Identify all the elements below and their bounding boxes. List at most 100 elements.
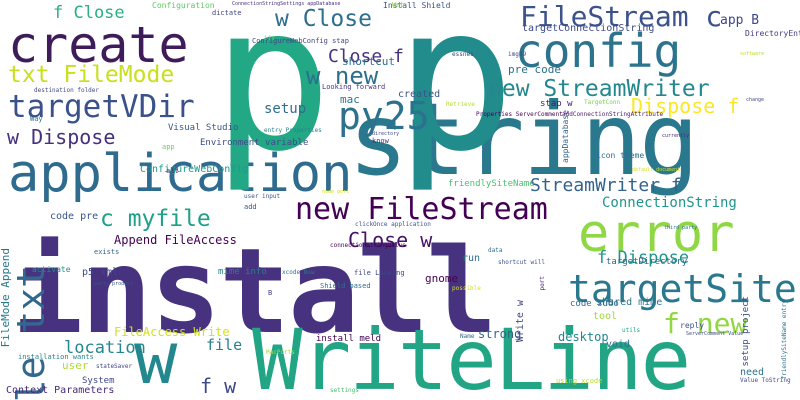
word: c myfile (100, 206, 211, 232)
word: TargetConn (584, 99, 621, 106)
word: exists (94, 248, 120, 256)
word: mime info (218, 267, 267, 277)
word: code sudo (570, 299, 619, 309)
word: targetVDir (8, 89, 195, 125)
word: alt (166, 167, 179, 175)
word: Configuration (152, 1, 215, 10)
word: icon theme (596, 151, 645, 160)
word: installation wants (18, 353, 94, 361)
word: party product (94, 281, 134, 287)
word: error (578, 204, 735, 264)
word: install meld (316, 334, 382, 344)
word: shortcut (342, 55, 395, 68)
word: dictate (212, 9, 242, 17)
word: settings (330, 387, 359, 394)
word: FileMode Append (0, 248, 12, 348)
word: ConnectionStringSettings appDatabase (232, 1, 341, 7)
word: essnes (452, 51, 474, 58)
word: StreamWriter f (530, 175, 682, 196)
word: shortcut will (498, 259, 545, 266)
word: app B (720, 13, 760, 28)
word: know (372, 137, 389, 145)
word: desktop (558, 330, 609, 344)
word: port (539, 276, 546, 291)
word: txt FileMode (8, 62, 175, 88)
word: entry Properties (264, 127, 322, 134)
word: p (395, 0, 515, 196)
word: addConnectionStringAttribute (562, 111, 664, 118)
word: utils (622, 327, 641, 334)
word: stap w (540, 99, 573, 109)
word: Web (392, 1, 405, 9)
word: mac (340, 93, 360, 106)
word: application (8, 144, 353, 204)
word: ConfigureWebConfig stap (252, 37, 349, 45)
word: Append FileAccess (114, 233, 237, 247)
word: user input (244, 193, 281, 200)
word: B (268, 289, 273, 297)
word: w Dispose (7, 125, 116, 149)
word: p (212, 0, 332, 196)
word: pre code (508, 63, 561, 76)
word: Looking forward (322, 83, 386, 91)
word: app (162, 143, 175, 151)
word: FileStream c (520, 0, 723, 33)
word: data (488, 247, 503, 254)
word: default document (632, 167, 681, 173)
word: w (134, 316, 178, 400)
word: Close f (328, 46, 404, 67)
word: Value ToString (740, 377, 791, 384)
word: shared mime (596, 297, 663, 308)
word: code pre (50, 211, 99, 222)
word: config (515, 24, 682, 78)
word: change (746, 97, 765, 103)
word: new StreamWriter (488, 76, 710, 102)
word: Properties ServerComment (476, 111, 563, 118)
word: install (12, 222, 497, 360)
word: xcode Now (282, 269, 315, 276)
word: DirectoryEntry (745, 29, 800, 38)
word: ConfigureWebConfig (140, 164, 249, 175)
word: possible (452, 285, 481, 292)
word: Name (460, 333, 475, 340)
word: Way (30, 115, 43, 123)
word: friendlySiteName (448, 179, 535, 189)
word: gnome (425, 272, 459, 285)
word: tool (593, 311, 618, 322)
word: targetDirectory (606, 257, 688, 267)
word: setup (264, 101, 307, 117)
word: destination folder (34, 87, 100, 94)
word: user (62, 359, 89, 372)
word: ConnectionString (602, 195, 737, 211)
word: file Looking (354, 269, 405, 277)
word: targetConnectionString (522, 23, 655, 34)
word: currently (662, 133, 690, 139)
word: Shield based (320, 282, 371, 290)
word: myfile txt (9, 265, 53, 400)
word: MacPorts (266, 349, 295, 356)
word: create (8, 16, 189, 74)
word: f new (663, 307, 748, 340)
word: stateSaver (96, 363, 133, 370)
word: Dispose f (631, 94, 740, 118)
word: run (462, 253, 481, 264)
word: Close w (348, 228, 433, 252)
word: w Close (275, 6, 372, 32)
word: System (82, 376, 115, 386)
word: f Dispose (597, 248, 690, 268)
word: friendlySiteName entry (781, 300, 788, 380)
word: new FileStream (295, 192, 548, 227)
word: created (398, 89, 441, 100)
word: clickOnce application (355, 221, 431, 228)
word: software (740, 51, 765, 57)
word: Visual Studio (168, 123, 239, 133)
word: setup project (741, 296, 751, 367)
word: need (740, 367, 765, 378)
word: img89 (508, 51, 527, 58)
word: py25 (338, 94, 430, 138)
word: p5 xml (82, 267, 119, 278)
word: strong (478, 327, 522, 341)
word: directory (372, 131, 400, 137)
word: Environment variable (200, 138, 309, 148)
